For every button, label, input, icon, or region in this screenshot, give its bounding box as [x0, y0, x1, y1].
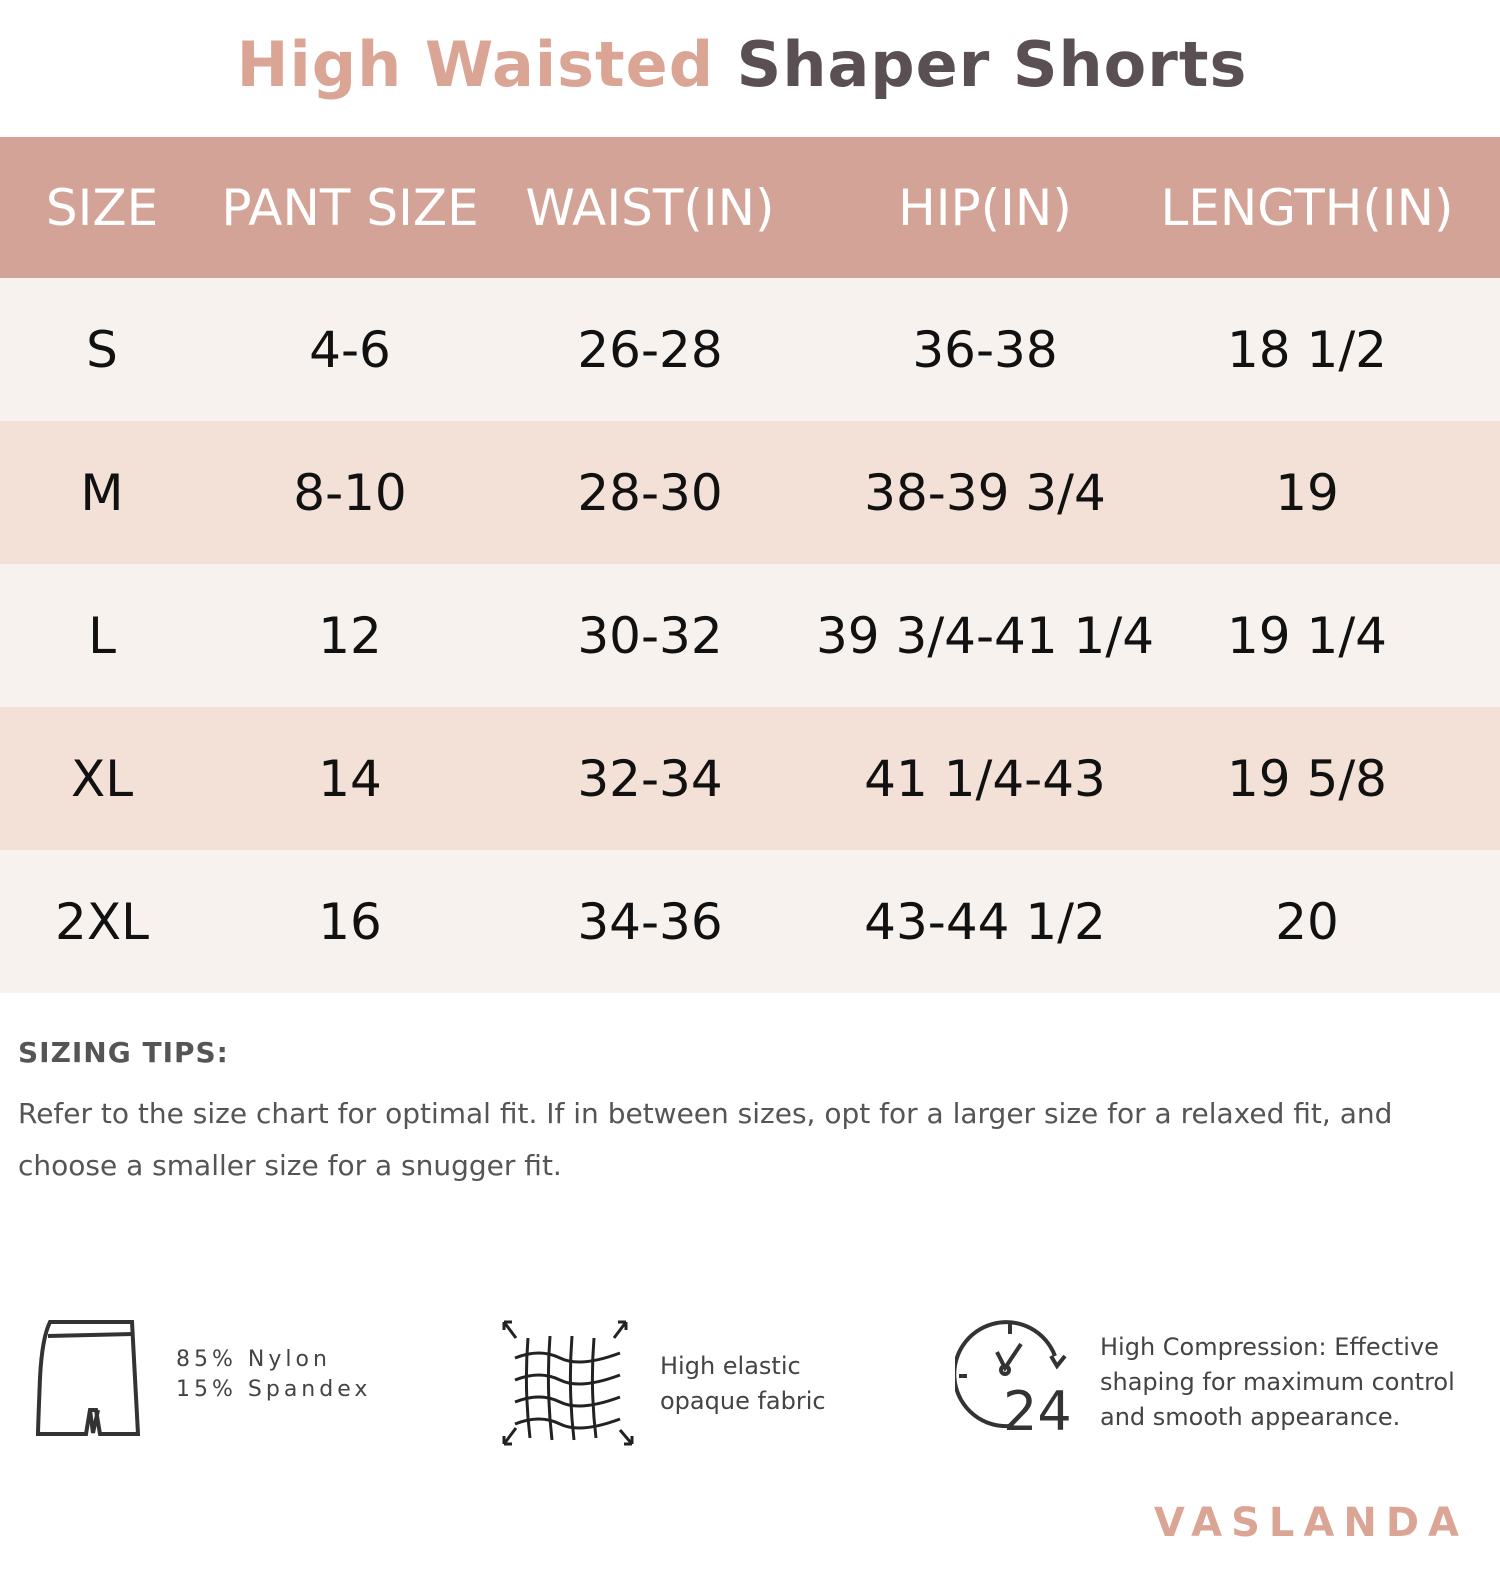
sizing-tips-heading: SIZING TIPS: [18, 1036, 229, 1069]
cell-pant-size: 4-6 [309, 320, 391, 379]
cell-hip: 36-38 [912, 320, 1058, 379]
table-row: M 8-10 28-30 38-39 3/4 19 [0, 421, 1500, 564]
cell-pant-size: 8-10 [293, 463, 407, 522]
stretch-fabric-icon [502, 1320, 634, 1446]
feature-text: 85% Nylon [176, 1347, 331, 1372]
cell-hip: 43-44 1/2 [864, 892, 1106, 951]
header-size: SIZE [45, 178, 159, 237]
size-chart-table: SIZE PANT SIZE WAIST(IN) HIP(IN) LENGTH(… [0, 137, 1500, 993]
table-row: L 12 30-32 39 3/4-41 1/4 19 1/4 [0, 564, 1500, 707]
header-hip: HIP(IN) [898, 178, 1072, 237]
cell-waist: 34-36 [577, 892, 723, 951]
cell-hip: 41 1/4-43 [864, 749, 1106, 808]
page-title: High Waisted Shaper Shorts [0, 28, 1484, 101]
feature-text: shaping for maximum control [1100, 1368, 1455, 1396]
feature-text: opaque fabric [660, 1387, 826, 1415]
shorts-icon [35, 1320, 141, 1436]
cell-pant-size: 14 [318, 749, 382, 808]
title-accent: High Waisted [236, 28, 715, 101]
cell-length: 20 [1275, 892, 1339, 951]
table-header: SIZE PANT SIZE WAIST(IN) HIP(IN) LENGTH(… [0, 137, 1500, 278]
cell-length: 19 [1275, 463, 1339, 522]
feature-compression: High Compression: Effective shaping for … [1100, 1330, 1455, 1435]
header-pant-size: PANT SIZE [221, 178, 479, 237]
cell-pant-size: 12 [318, 606, 382, 665]
table-row: S 4-6 26-28 36-38 18 1/2 [0, 278, 1500, 421]
cell-hip: 39 3/4-41 1/4 [815, 606, 1155, 665]
cell-size: XL [70, 749, 134, 808]
cell-hip: 38-39 3/4 [864, 463, 1106, 522]
feature-text: 15% Spandex [176, 1377, 372, 1402]
cell-length: 18 1/2 [1227, 320, 1387, 379]
cell-waist: 28-30 [577, 463, 723, 522]
cell-length: 19 1/4 [1227, 606, 1387, 665]
feature-text: and smooth appearance. [1100, 1403, 1401, 1431]
cell-size: 2XL [55, 892, 149, 951]
cell-size: M [80, 463, 124, 522]
cell-length: 19 5/8 [1227, 749, 1387, 808]
title-main: Shaper Shorts [736, 28, 1248, 101]
cell-size: L [88, 606, 116, 665]
table-row: XL 14 32-34 41 1/4-43 19 5/8 [0, 707, 1500, 850]
brand-logo: VASLANDA [1153, 1500, 1468, 1546]
header-length: LENGTH(IN) [1160, 178, 1454, 237]
svg-text:24: 24 [1003, 1380, 1072, 1438]
clock-24-icon: 24 [955, 1320, 1072, 1438]
cell-size: S [86, 320, 118, 379]
feature-text: High Compression: Effective [1100, 1333, 1439, 1361]
sizing-tips-text: Refer to the size chart for optimal fit.… [18, 1097, 1393, 1182]
table-row: 2XL 16 34-36 43-44 1/2 20 [0, 850, 1500, 993]
feature-material: 85% Nylon 15% Spandex [176, 1345, 371, 1405]
cell-waist: 30-32 [577, 606, 723, 665]
cell-waist: 32-34 [577, 749, 723, 808]
cell-waist: 26-28 [577, 320, 723, 379]
header-waist: WAIST(IN) [525, 178, 775, 237]
cell-pant-size: 16 [318, 892, 382, 951]
feature-text: High elastic [660, 1352, 801, 1380]
feature-fabric: High elastic opaque fabric [660, 1349, 826, 1419]
